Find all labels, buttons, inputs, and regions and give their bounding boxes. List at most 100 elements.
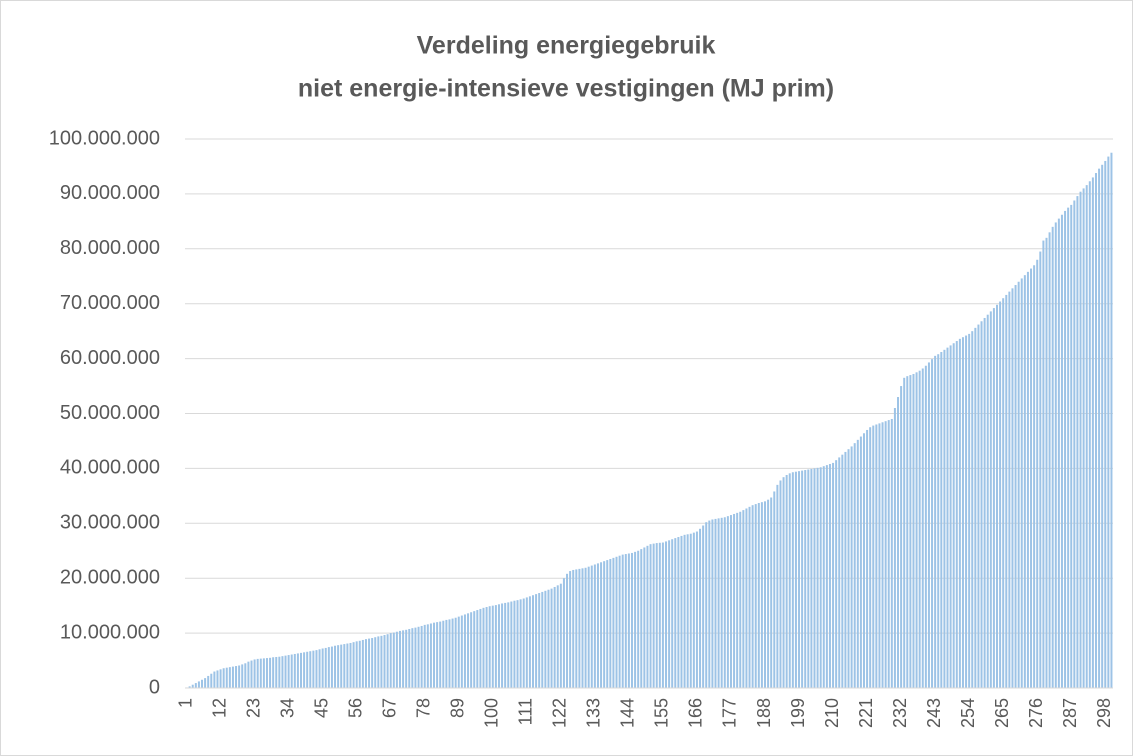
bar: [943, 349, 946, 688]
bar: [615, 556, 618, 688]
bar: [377, 636, 380, 688]
bar: [528, 596, 531, 688]
bar: [553, 586, 556, 688]
bar: [467, 613, 470, 688]
bar: [668, 540, 671, 688]
bar: [825, 465, 828, 688]
bar: [952, 343, 955, 688]
bar: [699, 528, 702, 688]
bar: [1030, 268, 1033, 688]
bar: [550, 588, 553, 688]
bar: [411, 628, 414, 688]
bar: [368, 638, 371, 688]
bar: [674, 538, 677, 688]
x-tick-label: 1: [175, 698, 195, 708]
y-tick-label: 70.000.000: [60, 292, 160, 314]
bar: [689, 533, 692, 688]
bar: [309, 651, 312, 688]
x-tick-label: 111: [516, 698, 536, 725]
bar: [643, 547, 646, 688]
bar: [454, 617, 457, 688]
bar: [398, 630, 401, 688]
bar: [927, 362, 930, 688]
x-tick-label: 34: [277, 698, 297, 718]
bar: [862, 433, 865, 688]
bar: [485, 607, 488, 688]
bar: [1054, 222, 1057, 688]
bar: [457, 616, 460, 688]
y-tick-label: 100.000.000: [49, 127, 160, 149]
bar: [866, 429, 869, 688]
bar: [364, 639, 367, 688]
bar: [621, 554, 624, 688]
x-tick-label: 232: [890, 698, 910, 728]
bar: [931, 359, 934, 688]
x-tick-label: 155: [652, 698, 672, 728]
bar: [414, 627, 417, 688]
bar: [321, 648, 324, 688]
bar: [649, 544, 652, 688]
bar: [235, 666, 238, 688]
bar: [312, 650, 315, 688]
bar: [776, 484, 779, 688]
bar: [785, 474, 788, 688]
y-tick-label: 40.000.000: [60, 457, 160, 479]
bar: [887, 420, 890, 688]
bar: [476, 610, 479, 688]
bar: [934, 355, 937, 688]
x-tick-label: 221: [856, 698, 876, 728]
bar: [1008, 291, 1011, 688]
bar: [794, 471, 797, 688]
bar: [231, 666, 234, 688]
bar: [262, 658, 265, 688]
bar: [872, 425, 875, 688]
bar: [1101, 164, 1104, 689]
bar: [822, 466, 825, 688]
bar: [494, 605, 497, 688]
bar: [878, 423, 881, 688]
bar: [470, 612, 473, 688]
bar: [405, 629, 408, 688]
bar: [581, 568, 584, 688]
bar: [965, 335, 968, 688]
bar: [992, 308, 995, 688]
bar: [392, 632, 395, 688]
x-tick-label: 100: [482, 698, 502, 728]
bar: [330, 646, 333, 688]
bar: [593, 564, 596, 688]
x-tick-label: 67: [379, 698, 399, 718]
bar: [702, 525, 705, 688]
x-tick-label: 287: [1060, 698, 1080, 728]
x-tick-label: 133: [584, 698, 604, 728]
bar: [1020, 278, 1023, 688]
bar: [287, 655, 290, 688]
x-tick-label: 188: [754, 698, 774, 728]
bar: [1070, 204, 1073, 688]
bar: [194, 683, 197, 688]
bar: [760, 502, 763, 688]
bar: [383, 635, 386, 688]
bar: [433, 622, 436, 688]
bar: [791, 472, 794, 688]
bar: [259, 658, 262, 688]
bar: [773, 491, 776, 688]
bar: [584, 567, 587, 688]
bar: [810, 468, 813, 688]
y-tick-label: 20.000.000: [60, 566, 160, 588]
bar: [265, 658, 268, 688]
bar: [946, 347, 949, 688]
y-tick-label: 0: [149, 676, 160, 698]
bar: [980, 321, 983, 688]
bar: [188, 686, 191, 688]
bar: [677, 537, 680, 688]
bar: [327, 647, 330, 688]
bar: [748, 506, 751, 688]
bar: [281, 656, 284, 688]
bar: [386, 634, 389, 688]
bar: [578, 568, 581, 688]
bar: [1085, 185, 1088, 688]
bar: [720, 517, 723, 688]
bar: [253, 659, 256, 688]
bar: [1036, 259, 1039, 688]
bar: [473, 611, 476, 688]
